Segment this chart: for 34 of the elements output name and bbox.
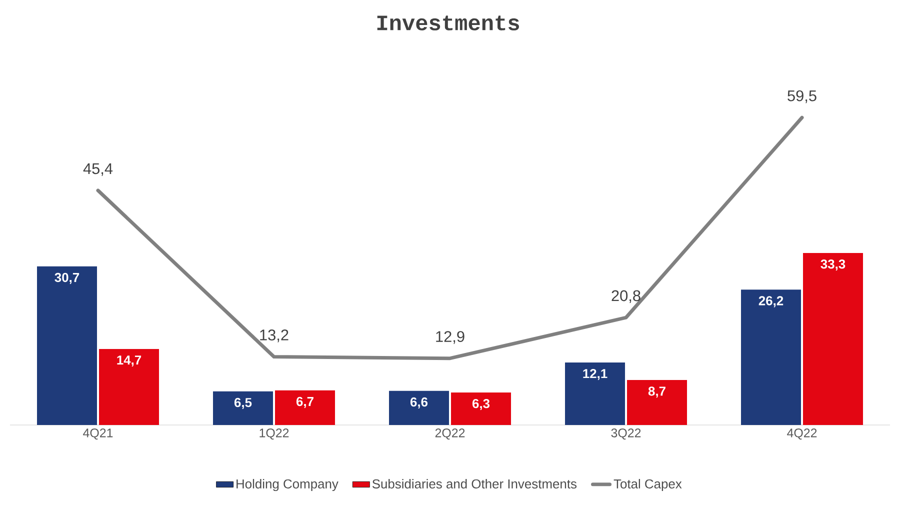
bar bbox=[37, 266, 97, 425]
data-label: 20,8 bbox=[612, 290, 640, 304]
data-label: 13,2 bbox=[260, 330, 288, 342]
legend-label: Total Capex bbox=[614, 478, 682, 492]
data-label: 6,6 bbox=[410, 397, 428, 408]
data-label: 6,7 bbox=[296, 396, 314, 408]
data-label: 14,7 bbox=[117, 356, 142, 366]
x-tick-label: 4Q22 bbox=[787, 428, 817, 440]
data-label: 8,7 bbox=[648, 386, 666, 398]
data-label: 6,3 bbox=[472, 398, 490, 410]
bar bbox=[213, 391, 273, 425]
bar bbox=[627, 380, 688, 425]
data-label: 33,3 bbox=[820, 259, 846, 271]
bar bbox=[565, 362, 626, 425]
bar bbox=[803, 252, 864, 425]
data-label: 59,5 bbox=[788, 90, 816, 104]
x-tick-label: 4Q21 bbox=[83, 428, 113, 440]
bar bbox=[741, 290, 802, 425]
legend-label: Holding Company bbox=[236, 478, 338, 492]
bar bbox=[389, 390, 450, 425]
bar bbox=[99, 349, 159, 425]
x-tick-label: 1Q22 bbox=[260, 428, 289, 440]
data-label: 30,7 bbox=[54, 272, 80, 284]
x-tick-label: 3Q22 bbox=[611, 428, 641, 440]
data-label: 6,5 bbox=[234, 398, 252, 409]
data-label: 12,9 bbox=[436, 331, 464, 344]
data-label: 45,4 bbox=[83, 163, 113, 176]
x-tick-label: 2Q22 bbox=[435, 428, 465, 440]
bar bbox=[451, 392, 512, 425]
data-label: 26,2 bbox=[758, 296, 784, 308]
data-label: 12,1 bbox=[583, 369, 608, 380]
legend-label: Subsidiaries and Other Investments bbox=[372, 478, 577, 488]
chart-title: Investments bbox=[377, 16, 519, 30]
bar bbox=[275, 390, 336, 425]
